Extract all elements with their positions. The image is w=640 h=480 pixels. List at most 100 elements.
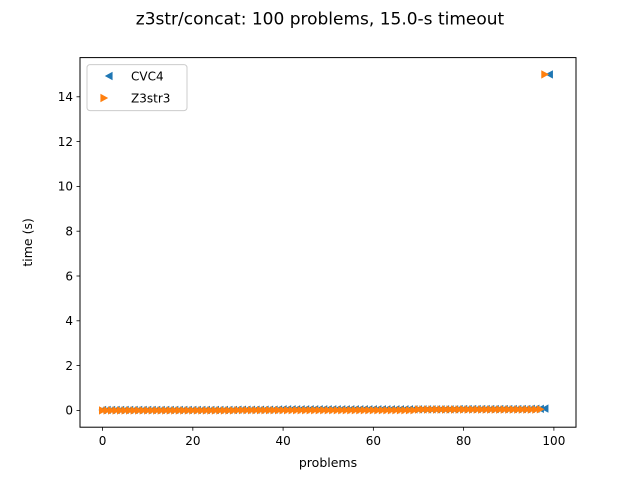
x-tick-label: 0 xyxy=(99,434,107,448)
data-point-z3str3 xyxy=(166,406,175,415)
data-point-cvc4 xyxy=(540,404,549,413)
y-tick-label: 12 xyxy=(58,135,73,149)
data-point-z3str3 xyxy=(265,405,274,415)
data-point-z3str3 xyxy=(121,406,130,415)
data-point-z3str3 xyxy=(396,405,405,415)
data-point-z3str3 xyxy=(202,406,211,415)
data-point-z3str3 xyxy=(333,405,342,415)
data-point-z3str3 xyxy=(342,405,351,415)
x-axis-label: problems xyxy=(299,455,357,470)
data-point-z3str3 xyxy=(256,405,265,415)
data-point-z3str3 xyxy=(144,406,152,415)
data-point-z3str3 xyxy=(500,405,509,414)
x-tick-label: 40 xyxy=(275,434,290,448)
data-point-z3str3 xyxy=(130,406,139,415)
data-point-z3str3 xyxy=(523,405,532,414)
plot-area xyxy=(80,57,576,428)
x-tick-label: 80 xyxy=(456,434,471,448)
data-point-z3str3 xyxy=(437,405,446,414)
data-point-z3str3 xyxy=(405,405,414,415)
data-point-z3str3 xyxy=(360,405,369,415)
y-axis: 0 2 4 6 8 10 12 14 xyxy=(58,90,80,418)
data-point-z3str3 xyxy=(238,405,247,415)
data-point-z3str3 xyxy=(117,406,125,415)
data-point-z3str3 xyxy=(369,405,378,415)
data-point-z3str3 xyxy=(482,405,491,414)
data-point-z3str3 xyxy=(112,406,121,415)
x-tick-label: 100 xyxy=(542,434,565,448)
data-point-z3str3 xyxy=(243,405,252,415)
data-point-z3str3 xyxy=(211,406,220,415)
data-point-z3str3 xyxy=(392,405,401,415)
data-point-z3str3 xyxy=(261,405,270,415)
data-point-z3str3 xyxy=(487,405,495,414)
data-point-z3str3 xyxy=(536,405,545,414)
data-point-z3str3 xyxy=(171,406,179,415)
data-point-z3str3 xyxy=(441,405,450,414)
data-point-z3str3 xyxy=(532,405,541,414)
chart-title: z3str/concat: 100 problems, 15.0-s timeo… xyxy=(136,10,505,30)
data-point-z3str3 xyxy=(473,405,482,414)
data-point-z3str3 xyxy=(162,406,170,415)
data-point-z3str3 xyxy=(414,405,423,414)
data-point-z3str3 xyxy=(460,405,468,414)
data-point-z3str3 xyxy=(311,405,319,415)
data-point-z3str3 xyxy=(469,405,477,414)
data-point-z3str3 xyxy=(193,406,202,415)
data-point-z3str3 xyxy=(198,406,207,415)
data-point-z3str3 xyxy=(365,405,374,415)
plot-frame xyxy=(79,57,577,428)
data-point-z3str3 xyxy=(451,405,459,414)
data-point-z3str3 xyxy=(478,405,486,414)
data-point-z3str3 xyxy=(432,405,441,414)
data-point-z3str3 xyxy=(518,405,527,414)
data-point-z3str3 xyxy=(216,406,225,415)
legend-label-z3str3: Z3str3 xyxy=(131,91,170,105)
data-point-z3str3 xyxy=(387,405,396,415)
x-tick-label: 20 xyxy=(185,434,200,448)
y-tick-label: 0 xyxy=(65,404,73,418)
data-point-z3str3 xyxy=(338,405,346,415)
data-point-z3str3 xyxy=(541,70,550,79)
data-point-z3str3 xyxy=(207,406,216,415)
data-point-z3str3 xyxy=(401,405,410,415)
data-point-z3str3 xyxy=(491,405,500,414)
data-point-z3str3 xyxy=(153,406,161,415)
x-tick-label: 60 xyxy=(366,434,381,448)
data-point-z3str3 xyxy=(225,406,234,415)
y-tick-label: 8 xyxy=(65,225,73,239)
data-point-z3str3 xyxy=(234,405,243,415)
data-point-z3str3 xyxy=(108,406,116,415)
data-point-z3str3 xyxy=(329,405,337,415)
data-point-z3str3 xyxy=(315,405,324,415)
data-point-z3str3 xyxy=(505,405,513,414)
data-point-z3str3 xyxy=(175,406,184,415)
legend: CVC4 Z3str3 xyxy=(86,64,188,112)
data-point-z3str3 xyxy=(126,406,134,415)
data-point-z3str3 xyxy=(157,406,166,415)
data-point-z3str3 xyxy=(347,405,355,415)
data-point-z3str3 xyxy=(410,405,419,415)
legend-label-cvc4: CVC4 xyxy=(131,69,164,83)
data-point-z3str3 xyxy=(297,405,306,415)
data-point-z3str3 xyxy=(464,405,473,414)
data-point-z3str3 xyxy=(247,405,256,415)
y-tick-label: 4 xyxy=(65,314,73,328)
data-point-z3str3 xyxy=(527,405,536,414)
data-point-z3str3 xyxy=(103,406,112,415)
data-point-z3str3 xyxy=(139,406,148,415)
data-point-z3str3 xyxy=(374,405,383,415)
data-point-z3str3 xyxy=(189,406,198,415)
data-point-z3str3 xyxy=(378,405,387,415)
data-point-z3str3 xyxy=(306,405,315,415)
data-point-z3str3 xyxy=(356,405,365,415)
data-point-z3str3 xyxy=(148,406,157,415)
x-axis: 0 20 40 60 80 100 xyxy=(99,427,565,448)
y-tick-label: 14 xyxy=(58,90,73,104)
data-point-z3str3 xyxy=(288,405,297,415)
data-point-z3str3 xyxy=(284,405,292,415)
data-point-z3str3 xyxy=(135,406,143,415)
data-point-z3str3 xyxy=(279,405,288,415)
y-tick-label: 6 xyxy=(65,269,73,283)
